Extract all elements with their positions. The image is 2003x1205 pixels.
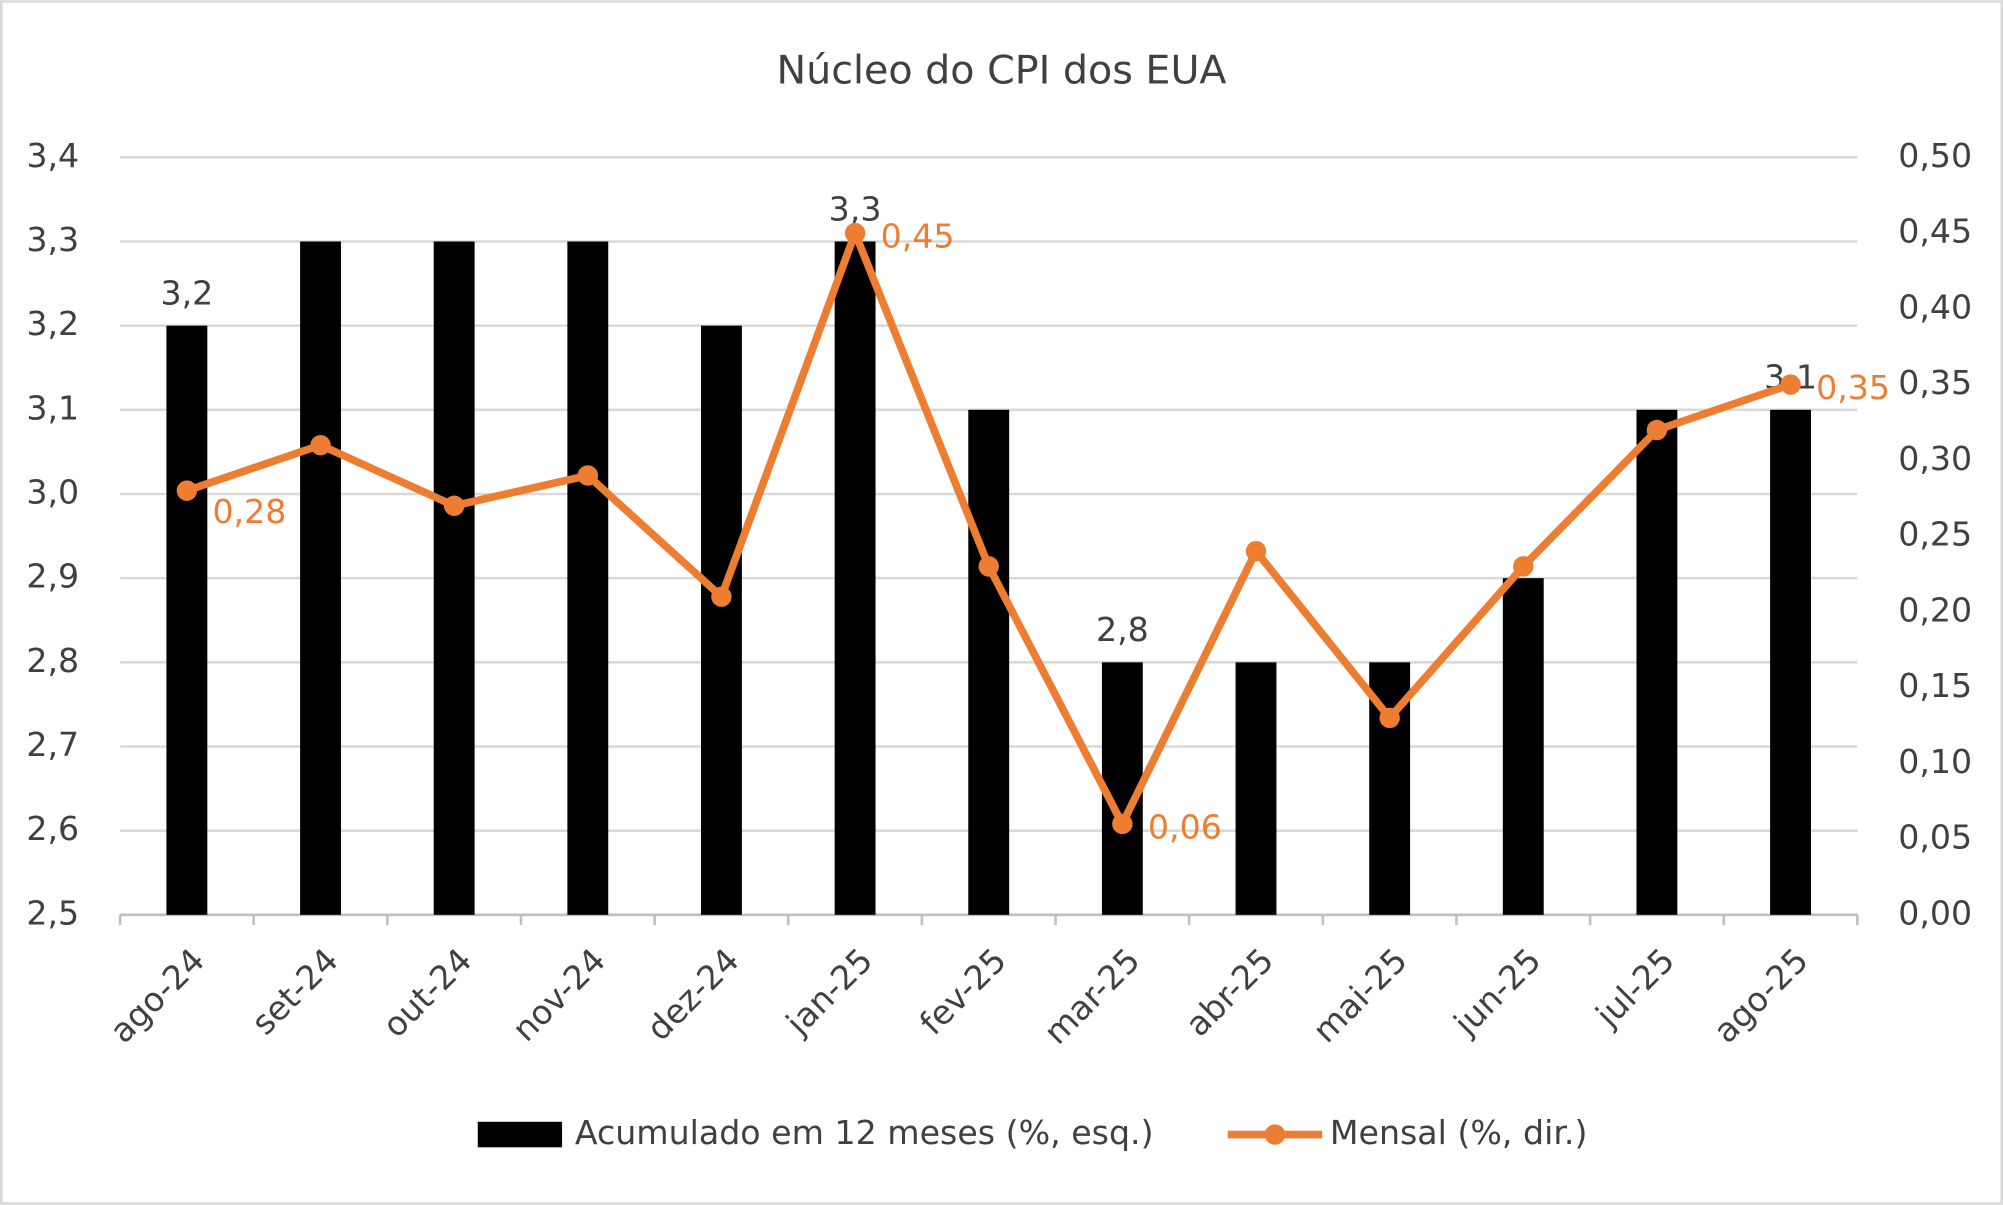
y-tick-label: 3,4 xyxy=(26,136,79,175)
y2-tick-label: 0,05 xyxy=(1898,818,1972,857)
bar xyxy=(1636,409,1678,915)
line-marker xyxy=(1379,707,1400,729)
y2-tick-label: 0,00 xyxy=(1898,893,1972,932)
y-tick-label: 3,3 xyxy=(26,220,79,259)
y2-tick-label: 0,20 xyxy=(1898,590,1972,629)
y-tick-label: 2,8 xyxy=(26,641,79,680)
y2-tick-label: 0,50 xyxy=(1898,136,1972,175)
line-marker xyxy=(1780,374,1801,395)
bar xyxy=(701,325,742,915)
line-marker xyxy=(176,480,198,501)
line-marker xyxy=(978,556,999,577)
line-value-label: 0,45 xyxy=(881,217,955,256)
chart-title: Núcleo do CPI dos EUA xyxy=(776,48,1226,94)
legend-label: Mensal (%, dir.) xyxy=(1330,1113,1588,1152)
y-tick-label: 2,6 xyxy=(26,809,79,848)
y-tick-label: 3,0 xyxy=(26,472,79,511)
line-marker xyxy=(1112,813,1133,835)
y-tick-label: 3,2 xyxy=(26,304,79,343)
bar xyxy=(1770,409,1811,915)
line-marker xyxy=(443,495,465,516)
bar xyxy=(166,325,208,915)
bar-value-label: 3,2 xyxy=(160,273,213,312)
bar xyxy=(1235,662,1277,915)
bar xyxy=(834,241,876,915)
line-marker xyxy=(711,586,732,607)
line-marker xyxy=(1513,556,1534,577)
y-tick-label: 2,9 xyxy=(26,557,79,596)
bar xyxy=(300,241,341,915)
y2-tick-label: 0,10 xyxy=(1898,742,1972,781)
bar-value-label: 3,3 xyxy=(829,189,882,228)
y2-tick-label: 0,25 xyxy=(1898,515,1972,554)
bar xyxy=(567,241,609,915)
bar-value-label: 2,8 xyxy=(1096,610,1149,649)
y2-tick-label: 0,15 xyxy=(1898,666,1972,705)
line-marker xyxy=(1245,541,1267,562)
y2-tick-label: 0,30 xyxy=(1898,439,1972,478)
line-marker xyxy=(310,434,331,456)
bar xyxy=(968,409,1010,915)
y-tick-label: 2,5 xyxy=(26,893,79,932)
y-tick-label: 3,1 xyxy=(26,388,79,427)
bar xyxy=(1502,578,1544,915)
line-value-label: 0,35 xyxy=(1816,368,1890,407)
y2-tick-label: 0,40 xyxy=(1898,287,1972,326)
line-value-label: 0,06 xyxy=(1148,808,1222,847)
line-marker xyxy=(844,222,866,244)
legend-label: Acumulado em 12 meses (%, esq.) xyxy=(575,1113,1154,1152)
line-marker xyxy=(577,465,599,486)
y-tick-label: 2,7 xyxy=(26,725,79,764)
bar xyxy=(433,241,475,915)
y2-tick-label: 0,45 xyxy=(1898,212,1972,251)
legend-swatch xyxy=(477,1121,563,1148)
y2-tick-label: 0,35 xyxy=(1898,363,1972,402)
line-marker xyxy=(1646,419,1668,441)
line-value-label: 0,28 xyxy=(212,492,286,531)
legend-swatch xyxy=(1264,1124,1286,1145)
